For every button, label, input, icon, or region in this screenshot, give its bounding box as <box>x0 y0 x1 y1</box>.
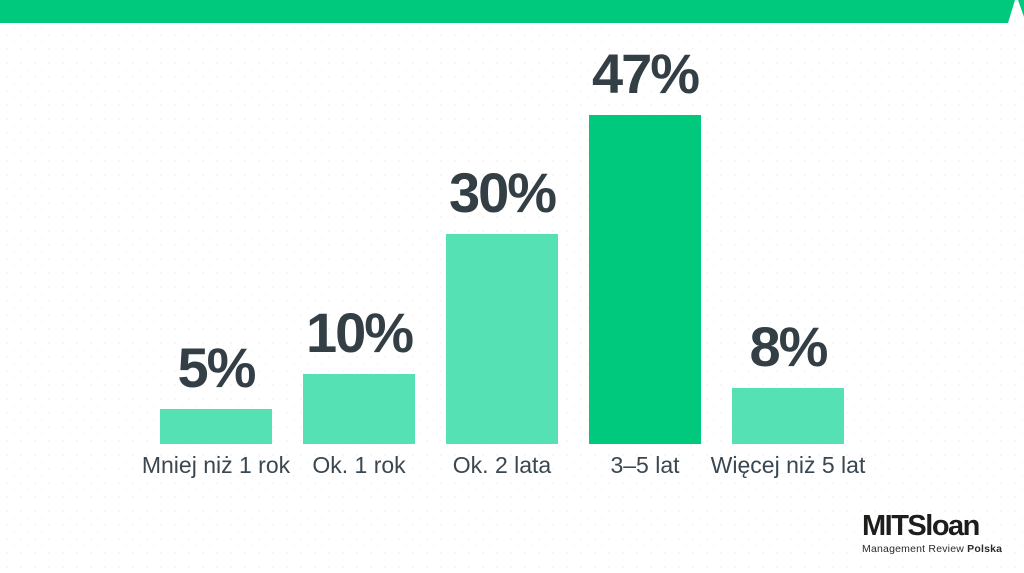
logo-brand-text: MITSloan <box>862 510 980 542</box>
category-label: Ok. 2 lata <box>452 452 552 478</box>
category-label: Więcej niż 5 lat <box>710 452 866 478</box>
value-label: 47% <box>591 42 700 105</box>
value-label: 10% <box>305 301 414 364</box>
bar-highlighted <box>589 115 701 444</box>
bar <box>160 409 272 444</box>
value-label: 30% <box>448 161 557 224</box>
category-label: Ok. 1 rok <box>312 452 406 478</box>
category-label: Mniej niż 1 rok <box>141 452 291 478</box>
category-label: 3–5 lat <box>610 452 680 478</box>
bar-group-mniej-niz-1-rok: 5% Mniej niż 1 rok <box>142 336 290 478</box>
bar <box>303 374 415 444</box>
bar-chart: 5% Mniej niż 1 rok 10% Ok. 1 rok 30% Ok.… <box>142 42 866 478</box>
top-banner <box>0 0 1015 23</box>
logo-subtitle: Management Review Polska <box>862 543 1012 555</box>
bar-group-ok-1-rok: 10% Ok. 1 rok <box>303 301 415 478</box>
bar-group-wiecej-niz-5-lat: 8% Więcej niż 5 lat <box>711 315 866 478</box>
logo-subtitle-bold: Polska <box>967 543 1003 555</box>
value-label: 5% <box>177 336 257 399</box>
bar-group-3-5-lat: 47% 3–5 lat <box>589 42 701 478</box>
logo-subtitle-regular: Management Review <box>862 543 968 555</box>
mitsloan-logo: MITSloan Management Review Polska <box>862 510 1012 556</box>
bar <box>446 234 558 444</box>
bar-group-ok-2-lata: 30% Ok. 2 lata <box>446 161 558 478</box>
value-label: 8% <box>749 315 829 378</box>
top-banner-corner-accent <box>1018 0 1024 17</box>
bar <box>732 388 844 444</box>
